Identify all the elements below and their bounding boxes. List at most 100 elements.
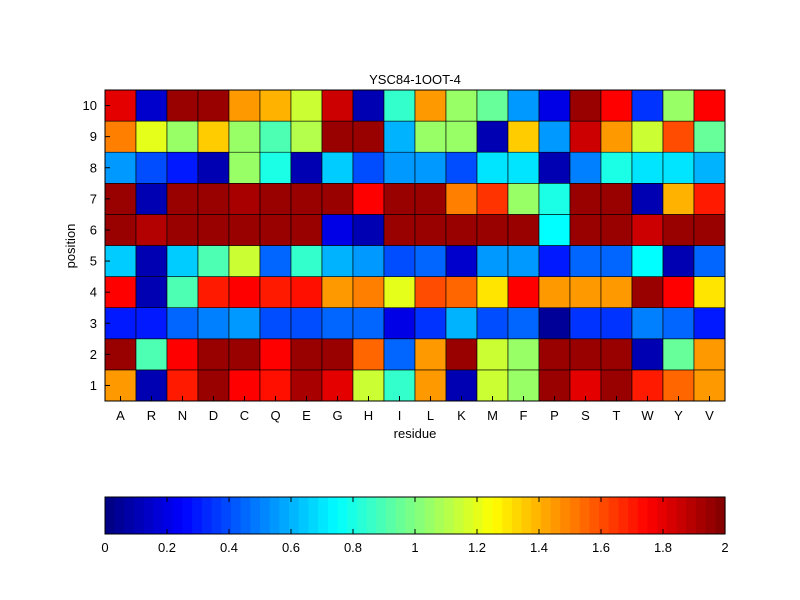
colorbar-tick-label: 1.4: [530, 540, 548, 555]
heatmap-cell: [197, 214, 230, 246]
heatmap-cell: [507, 120, 540, 153]
x-tick-label: S: [581, 408, 590, 423]
heatmap-cell: [600, 276, 633, 309]
colorbar-segment: [570, 497, 581, 534]
colorbar-segment: [260, 497, 271, 534]
heatmap-cell: [507, 89, 540, 122]
heatmap-cell: [290, 89, 323, 122]
heatmap-cell: [693, 245, 726, 277]
colorbar: [105, 497, 726, 534]
heatmap-cell: [290, 120, 323, 153]
heatmap-cell: [104, 151, 137, 184]
colorbar-segment: [424, 497, 435, 534]
heatmap-cell: [228, 276, 261, 309]
heatmap-cell: [569, 120, 602, 153]
colorbar-segment: [540, 497, 552, 534]
heatmap-cell: [383, 245, 416, 277]
colorbar-tick-label: 1.2: [468, 540, 486, 555]
heatmap-cell: [228, 214, 261, 246]
heatmap-cell: [135, 245, 168, 277]
heatmap-cell: [104, 214, 137, 246]
heatmap-cell: [445, 276, 478, 309]
heatmap-cell: [631, 245, 664, 277]
colorbar-segment: [666, 497, 678, 534]
y-tick-label: 9: [90, 129, 97, 144]
colorbar-segment: [511, 497, 523, 534]
heatmap-cell: [631, 120, 664, 153]
colorbar-tick-label: 1: [411, 540, 418, 555]
colorbar-segment: [405, 497, 416, 534]
heatmap-cell: [414, 276, 447, 309]
heatmap-cell: [445, 338, 478, 371]
heatmap-cell: [321, 183, 354, 215]
heatmap-cell: [352, 338, 385, 371]
heatmap-cell: [414, 120, 447, 153]
heatmap-cell: [228, 89, 261, 122]
heatmap-cell: [135, 151, 168, 184]
colorbar-segment: [366, 497, 377, 534]
heatmap-cell: [507, 307, 540, 340]
x-tick-label: V: [705, 408, 714, 423]
heatmap-cell: [662, 369, 695, 402]
y-tick-label: 10: [83, 98, 97, 113]
heatmap-cell: [538, 276, 571, 309]
heatmap-cell: [693, 338, 726, 371]
heatmap-cell: [228, 151, 261, 184]
heatmap-cell: [166, 276, 199, 309]
heatmap-cell: [352, 245, 385, 277]
colorbar-segment: [550, 497, 561, 534]
colorbar-segment: [608, 497, 620, 534]
colorbar-tick-label: 0.8: [344, 540, 362, 555]
colorbar-segment: [647, 497, 658, 534]
colorbar-segment: [327, 497, 339, 534]
heatmap-cell: [166, 120, 199, 153]
heatmap-cell: [693, 307, 726, 340]
heatmap-cell: [321, 245, 354, 277]
colorbar-tick-label: 0: [101, 540, 108, 555]
heatmap-cell: [197, 89, 230, 122]
colorbar-tick-label: 0.4: [220, 540, 238, 555]
colorbar-segment: [134, 497, 145, 534]
heatmap-cell: [321, 338, 354, 371]
colorbar-tick-label: 0.6: [282, 540, 300, 555]
colorbar-segment: [279, 497, 290, 534]
heatmap-cell: [507, 245, 540, 277]
heatmap-cell: [476, 276, 509, 309]
heatmap-cell: [414, 214, 447, 246]
colorbar-segment: [114, 497, 125, 534]
heatmap-cell: [104, 89, 137, 122]
colorbar-segment: [385, 497, 397, 534]
heatmap-cell: [631, 338, 664, 371]
x-tick-label: W: [641, 408, 654, 423]
heatmap-cell: [507, 183, 540, 215]
heatmap-cell: [414, 338, 447, 371]
colorbar-segment: [560, 497, 571, 534]
heatmap-cell: [383, 214, 416, 246]
colorbar-segment: [521, 497, 532, 534]
heatmap-cell: [135, 120, 168, 153]
heatmap-cell: [476, 245, 509, 277]
heatmap-cell: [228, 338, 261, 371]
colorbar-segment: [686, 497, 697, 534]
heatmap-cell: [414, 151, 447, 184]
heatmap-cell: [476, 183, 509, 215]
heatmap-cell: [104, 369, 137, 402]
heatmap-cell: [631, 151, 664, 184]
x-tick-label: R: [147, 408, 156, 423]
heatmap-cell: [166, 89, 199, 122]
heatmap-cell: [600, 307, 633, 340]
heatmap-cell: [538, 214, 571, 246]
heatmap-cell: [197, 151, 230, 184]
y-tick-label: 5: [90, 254, 97, 269]
heatmap-cell: [662, 276, 695, 309]
colorbar-segment: [230, 497, 242, 534]
heatmap-cell: [600, 183, 633, 215]
heatmap-cell: [414, 307, 447, 340]
colorbar-segment: [434, 497, 445, 534]
heatmap-cell: [476, 89, 509, 122]
heatmap-cell: [476, 338, 509, 371]
heatmap-cell: [135, 214, 168, 246]
heatmap-cell: [631, 89, 664, 122]
plot-frame: [104, 89, 726, 402]
